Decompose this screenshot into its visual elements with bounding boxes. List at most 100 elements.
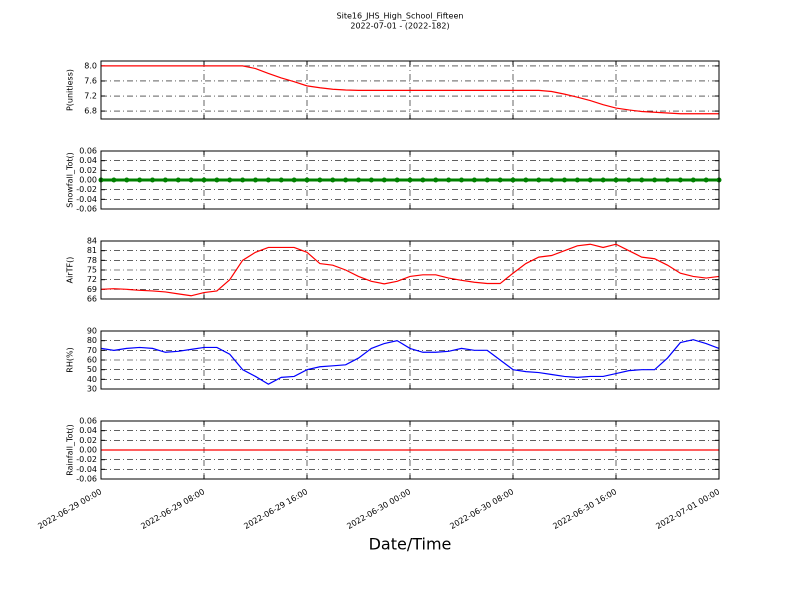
y-tick-label: 40: [87, 375, 97, 384]
data-point: [253, 177, 258, 183]
y-tick-label: 78: [87, 256, 97, 265]
data-line: [100, 339, 720, 385]
y-tick-label: 0.04: [79, 426, 97, 435]
plot-frame: [100, 60, 720, 120]
y-tick-label: 90: [87, 327, 97, 336]
data-line: [100, 243, 720, 297]
data-point: [137, 177, 143, 183]
data-point: [317, 177, 323, 183]
data-point: [124, 177, 130, 183]
data-point: [677, 177, 683, 183]
data-point: [278, 177, 284, 183]
data-point: [665, 177, 670, 183]
y-tick-label: 0.00: [79, 446, 97, 455]
x-tick-label: 2022-07-01 00:00: [654, 487, 721, 531]
y-tick-label: -0.04: [76, 195, 97, 204]
data-point: [639, 177, 645, 183]
data-point: [394, 177, 400, 183]
y-tick-label: 6.8: [84, 107, 97, 116]
data-point: [446, 177, 452, 183]
data-point: [304, 177, 310, 183]
data-point: [201, 177, 207, 183]
x-tick-label: 2022-06-29 16:00: [242, 487, 309, 531]
y-tick-label: -0.02: [76, 455, 97, 464]
data-point: [356, 177, 361, 183]
data-point: [562, 177, 567, 183]
x-axis-label: Date/Time: [369, 535, 452, 554]
data-point: [471, 177, 477, 183]
y-tick-label: 80: [87, 336, 97, 345]
plot-frame: [100, 150, 720, 210]
data-point: [162, 177, 168, 183]
data-point: [523, 177, 529, 183]
data-point: [549, 177, 555, 183]
data-point: [111, 177, 117, 183]
data-point: [381, 177, 387, 183]
data-line: [101, 65, 719, 115]
chart-title: Site16_JHS_High_School_Fifteen: [337, 12, 464, 21]
y-tick-label: 81: [87, 246, 97, 255]
y-tick-label: 50: [87, 365, 97, 374]
y-tick-label: 0.02: [79, 436, 97, 445]
data-point: [433, 177, 439, 183]
data-point: [214, 177, 220, 183]
y-tick-label: -0.02: [76, 185, 97, 194]
y-tick-label: 84: [87, 237, 97, 246]
plot-frame: [100, 330, 720, 390]
y-tick-label: 70: [87, 346, 97, 355]
data-point: [497, 177, 503, 183]
data-point: [420, 177, 426, 183]
data-point: [291, 177, 297, 183]
y-tick-label: 7.6: [84, 76, 97, 85]
data-point: [652, 177, 658, 183]
x-tick-label: 2022-06-30 08:00: [448, 487, 515, 531]
data-point: [240, 177, 246, 183]
data-point: [150, 177, 155, 183]
data-point: [407, 177, 413, 183]
data-point: [484, 177, 490, 183]
data-point: [613, 177, 619, 183]
y-tick-label: -0.06: [76, 475, 97, 484]
data-point: [265, 177, 271, 183]
y-tick-label: 0.00: [79, 176, 97, 185]
x-tick-label: 2022-06-29 00:00: [36, 487, 103, 531]
data-point: [175, 177, 181, 183]
x-tick-label: 2022-06-29 08:00: [139, 487, 206, 531]
y-tick-label: 30: [87, 385, 97, 394]
data-point: [188, 177, 194, 183]
data-point: [227, 177, 233, 183]
data-point: [703, 177, 709, 183]
y-tick-label: 69: [87, 285, 97, 294]
y-tick-label: 8.0: [84, 61, 97, 70]
y-tick-label: 66: [87, 295, 97, 304]
x-tick-label: 2022-06-30 00:00: [345, 487, 412, 531]
y-tick-label: -0.04: [76, 465, 97, 474]
y-tick-label: 60: [87, 356, 97, 365]
data-point: [343, 177, 349, 183]
data-point: [536, 177, 542, 183]
y-axis-label: P(unitless): [66, 69, 75, 111]
data-point: [626, 177, 632, 183]
data-point: [587, 177, 593, 183]
data-point: [330, 177, 336, 183]
y-axis-label: Snowfall_Tot(): [66, 152, 75, 208]
data-point: [600, 177, 606, 183]
data-point: [510, 177, 516, 183]
y-tick-label: 75: [87, 266, 97, 275]
data-point: [690, 177, 696, 183]
y-tick-label: 0.06: [79, 417, 97, 426]
y-tick-label: 0.02: [79, 166, 97, 175]
y-tick-label: 0.06: [79, 147, 97, 156]
x-tick-label: 2022-06-30 16:00: [551, 487, 618, 531]
chart-subtitle: 2022-07-01 - (2022-182): [350, 22, 449, 31]
data-point: [459, 177, 464, 183]
y-tick-label: 7.2: [84, 92, 97, 101]
y-tick-label: 72: [87, 275, 97, 284]
plot-frame: [100, 240, 720, 300]
y-tick-label: 0.04: [79, 156, 97, 165]
y-tick-label: -0.06: [76, 205, 97, 214]
data-point: [368, 177, 374, 183]
y-axis-label: RH(%): [66, 347, 75, 372]
data-point: [574, 177, 580, 183]
